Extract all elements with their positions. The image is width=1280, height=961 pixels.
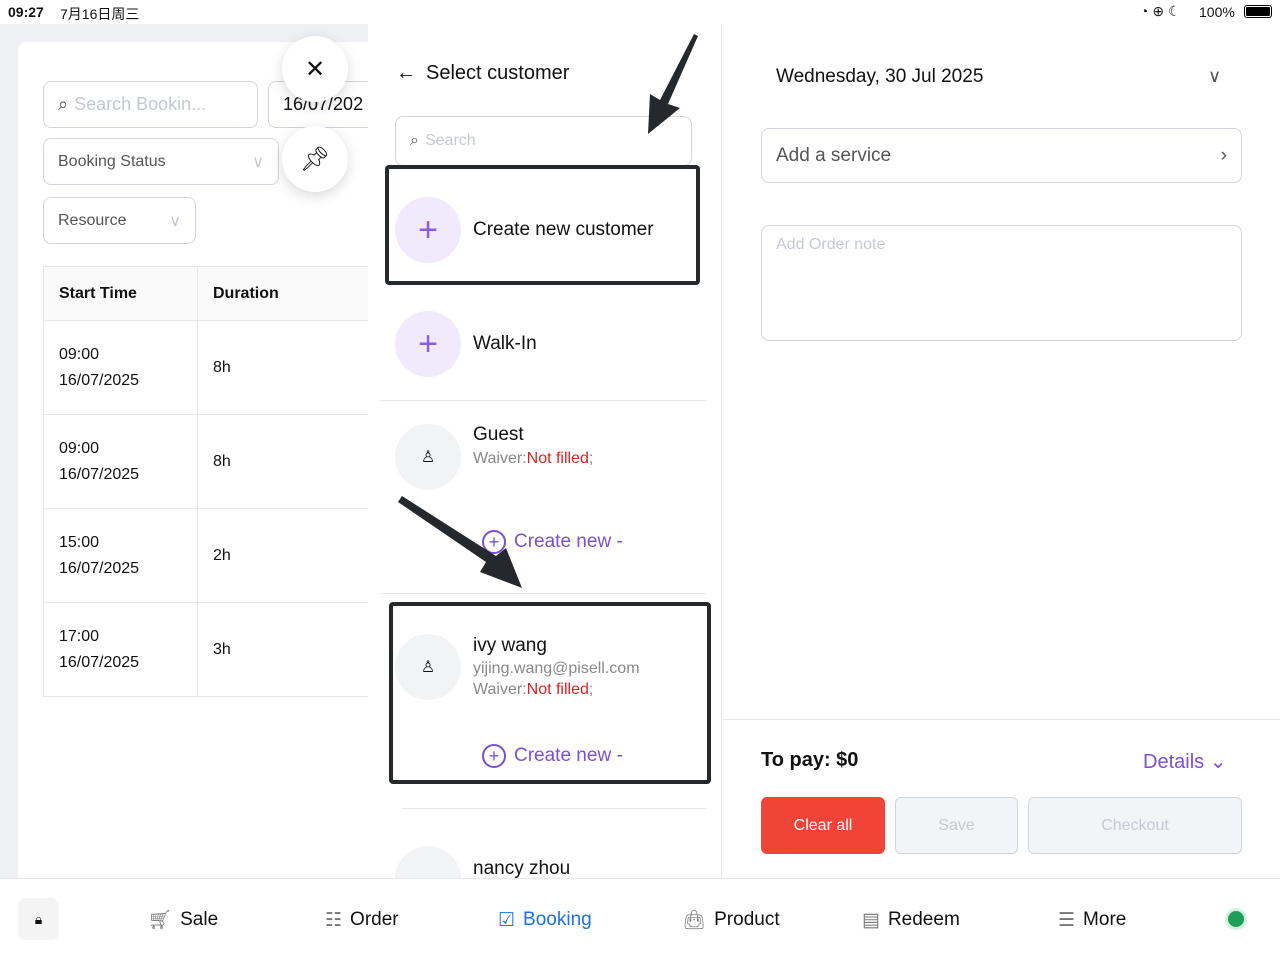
pin-button[interactable]: 📌︎ [282, 126, 348, 192]
plus-icon: + [395, 311, 461, 377]
table-row[interactable]: 15:00 16/07/2025 2h [44, 508, 368, 602]
menu-icon: ☰ [1058, 909, 1076, 931]
order-note-input[interactable]: Add Order note [761, 225, 1242, 341]
table-row[interactable]: 09:00 16/07/2025 8h [44, 414, 368, 508]
create-new-button[interactable]: + Create new - [482, 744, 623, 768]
order-panel: Wednesday, 30 Jul 2025 ∨ Add a service › … [723, 24, 1280, 878]
lock-button[interactable]: 🔒︎ [18, 898, 59, 940]
customer-search-input[interactable]: ⌕ Search [395, 116, 692, 166]
battery-level: 100% [1199, 4, 1235, 20]
nav-order[interactable]: ☷ Order [325, 909, 399, 931]
select-customer-panel: ← Select customer ⌕ Search + Create new cus… [368, 24, 722, 878]
chevron-down-icon: ∨ [169, 212, 181, 230]
search-icon: ⌕ [410, 132, 419, 149]
close-button[interactable]: ✕ [282, 36, 348, 102]
panel-title: Select customer [426, 62, 570, 84]
online-status-indicator [1228, 911, 1244, 927]
bookings-table: Start Time Duration 09:00 16/07/2025 8h 09:… [43, 266, 368, 697]
user-icon: ♙ [395, 634, 461, 700]
back-button[interactable]: ← Select customer [396, 62, 569, 85]
chevron-down-icon: ∨ [252, 153, 264, 171]
create-new-button[interactable]: + Create new - [482, 530, 623, 554]
booking-status-select[interactable]: Booking Status ∨ [43, 138, 279, 185]
walk-in-button[interactable]: + Walk-In [395, 311, 537, 377]
customer-item[interactable]: ♙ Guest Waiver:Not filled; [395, 424, 593, 490]
create-new-customer-button[interactable]: + Create new customer [395, 197, 654, 263]
battery-icon [1244, 5, 1272, 18]
annotation-arrow [398, 496, 522, 588]
table-row[interactable]: 09:00 16/07/2025 8h [44, 320, 368, 414]
bag-icon: 👜︎ [682, 910, 707, 931]
table-row[interactable]: 17:00 16/07/2025 3h [44, 602, 368, 696]
clear-all-button[interactable]: Clear all [761, 797, 885, 854]
status-time: 09:27 [8, 4, 44, 20]
user-icon: ♙ [395, 424, 461, 490]
details-button[interactable]: Details ⌄ [1143, 751, 1227, 773]
save-button[interactable]: Save [895, 797, 1018, 854]
cart-icon: 🛒︎ [148, 910, 173, 931]
plus-circle-icon: + [482, 530, 506, 554]
customer-item[interactable]: nancy zhou [395, 846, 570, 878]
highlight-box [385, 165, 700, 285]
nav-booking[interactable]: ☑ Booking [498, 909, 592, 931]
user-icon [395, 846, 461, 878]
chevron-down-icon: ⌄ [1209, 751, 1227, 773]
nav-product[interactable]: 👜︎ Product [682, 909, 780, 931]
add-service-button[interactable]: Add a service › [761, 128, 1242, 183]
customer-item[interactable]: ♙ ivy wang yijing.wang@pisell.com Waiver:No… [395, 634, 640, 700]
pin-icon: 📌︎ [299, 145, 331, 173]
status-bar: 09:27 7月16日周三 ◔ ⊕ ☾ 100% [0, 0, 1280, 24]
annotation-arrow [648, 34, 698, 134]
resource-select[interactable]: Resource ∨ [43, 197, 196, 244]
ticket-icon: ▤ [862, 909, 880, 931]
list-icon: ☷ [325, 909, 343, 931]
checkout-button[interactable]: Checkout [1028, 797, 1242, 854]
chevron-right-icon: › [1220, 144, 1227, 166]
plus-icon: + [395, 197, 461, 263]
close-icon: ✕ [304, 55, 326, 83]
nav-redeem[interactable]: ▤ Redeem [862, 909, 960, 931]
divider [380, 400, 706, 401]
calendar-check-icon: ☑ [498, 909, 516, 931]
nav-more[interactable]: ☰ More [1058, 909, 1127, 931]
wifi-icon: ◔ ⊕ ☾ [1140, 3, 1181, 19]
divider [402, 808, 706, 809]
bottom-nav: 🔒︎ 🛒︎ Sale ☷ Order ☑ Booking 👜︎ Product ▤ Red… [0, 878, 1280, 960]
status-date: 7月16日周三 [60, 6, 140, 22]
divider [380, 593, 706, 594]
plus-circle-icon: + [482, 744, 506, 768]
highlight-box [389, 602, 711, 784]
booking-search-input[interactable]: ⌕ Search Bookin... [43, 81, 258, 128]
order-date: Wednesday, 30 Jul 2025 [776, 66, 984, 87]
lock-icon: 🔒︎ [34, 910, 43, 927]
chevron-down-icon[interactable]: ∨ [1208, 66, 1222, 86]
divider [723, 719, 1280, 720]
table-header: Start Time Duration [44, 267, 368, 320]
search-icon: ⌕ [58, 94, 69, 114]
nav-sale[interactable]: 🛒︎ Sale [148, 909, 219, 931]
to-pay-total: To pay: $0 [761, 749, 859, 771]
arrow-left-icon: ← [396, 62, 416, 84]
